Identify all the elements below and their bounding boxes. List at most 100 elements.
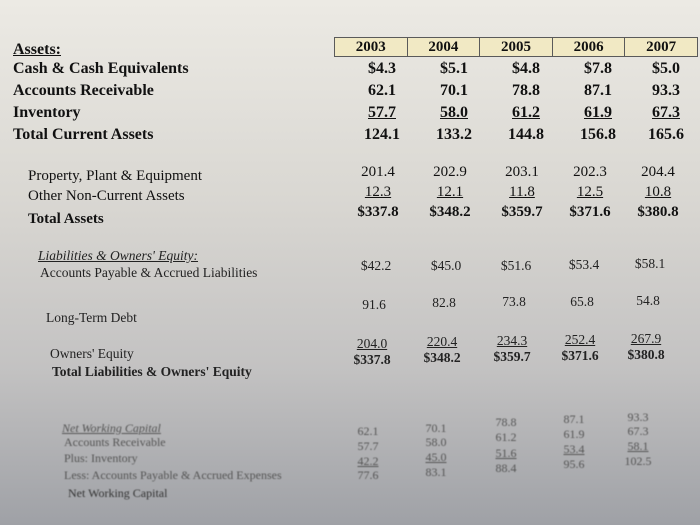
inventory-2003: 57.7: [368, 104, 396, 121]
tca-2007: 165.6: [648, 126, 684, 143]
inventory-2006: 61.9: [584, 104, 612, 121]
oe-2007: 267.9: [630, 331, 662, 346]
nwc-ap-2004: 45.0: [425, 450, 447, 464]
inventory-2004: 58.0: [440, 104, 468, 121]
oe-2004: 220.4: [426, 334, 458, 349]
nwc-ar-2007: 93.3: [627, 410, 649, 424]
ap-2007: $58.1: [634, 256, 666, 271]
tle-2004: $348.2: [423, 350, 461, 365]
nwc-heading: Net Working Capital: [62, 421, 161, 435]
cash-2006: $7.8: [584, 60, 612, 77]
ppe-2004: 202.9: [433, 164, 467, 180]
row-label-nwc-ap: Less: Accounts Payable & Accrued Expense…: [64, 468, 282, 482]
nwc-inv-2003: 57.7: [357, 439, 379, 453]
inventory-2007: 67.3: [652, 104, 680, 121]
tle-2003: $337.8: [353, 352, 391, 367]
nwc-ar-2005: 78.8: [495, 415, 517, 429]
nwc-ar-2003: 62.1: [357, 424, 379, 438]
row-label-nwc-ar: Accounts Receivable: [64, 435, 166, 449]
oth-2003: 12.3: [364, 184, 392, 200]
ta-2003: $337.8: [357, 204, 399, 220]
year-header-2004: 2004: [408, 38, 481, 56]
ar-2006: 87.1: [584, 82, 612, 99]
ltd-2005: 73.8: [502, 294, 526, 309]
ta-2005: $359.7: [501, 204, 543, 220]
ap-2005: $51.6: [500, 258, 532, 273]
oth-2007: 10.8: [644, 184, 672, 200]
row-label-cash: Cash & Cash Equivalents: [13, 60, 189, 77]
nwc-ap-2005: 51.6: [495, 446, 517, 460]
nwc-ar-2006: 87.1: [563, 412, 585, 426]
cash-2003: $4.3: [368, 60, 396, 77]
ap-2004: $45.0: [430, 258, 462, 273]
oth-2005: 11.8: [509, 184, 535, 200]
nwc-ar-2004: 70.1: [425, 421, 447, 435]
year-header-row: 2003 2004 2005 2006 2007: [334, 37, 698, 57]
oth-2006: 12.5: [576, 184, 604, 200]
oe-2005: 234.3: [496, 333, 528, 348]
oe-2006: 252.4: [564, 332, 596, 347]
ar-2007: 93.3: [652, 82, 680, 99]
row-label-ar: Accounts Receivable: [13, 82, 154, 99]
ar-2005: 78.8: [512, 82, 540, 99]
ltd-2006: 65.8: [570, 294, 594, 309]
ppe-2007: 204.4: [641, 164, 675, 180]
nwc-total-2006: 95.6: [563, 457, 585, 471]
inventory-2005: 61.2: [512, 104, 540, 121]
row-label-inventory: Inventory: [13, 104, 81, 121]
tle-2007: $380.8: [627, 347, 665, 362]
row-label-nwc-inventory: Plus: Inventory: [64, 451, 138, 465]
oth-2004: 12.1: [436, 184, 464, 200]
cash-2007: $5.0: [652, 60, 680, 77]
tle-2005: $359.7: [493, 349, 531, 364]
row-label-ppe: Property, Plant & Equipment: [28, 168, 203, 184]
ta-2006: $371.6: [569, 204, 611, 220]
tca-2005: 144.8: [508, 126, 544, 143]
nwc-inv-2004: 58.0: [425, 435, 447, 449]
ppe-2005: 203.1: [505, 164, 539, 180]
nwc-total-2007: 102.5: [624, 454, 652, 468]
assets-heading: Assets:: [13, 41, 61, 58]
ta-2007: $380.8: [637, 204, 679, 220]
row-label-other-noncurrent: Other Non-Current Assets: [28, 188, 185, 204]
row-label-total-liabilities-equity: Total Liabilities & Owners' Equity: [52, 364, 252, 379]
ap-2006: $53.4: [568, 257, 600, 272]
nwc-total-2005: 88.4: [495, 461, 517, 475]
row-label-ltd: Long-Term Debt: [46, 310, 137, 325]
ppe-2003: 201.4: [361, 164, 395, 180]
year-header-2007: 2007: [646, 39, 677, 55]
row-label-owners-equity: Owners' Equity: [50, 346, 134, 361]
ap-2003: $42.2: [360, 258, 392, 273]
year-header-2003: 2003: [335, 38, 408, 56]
year-header-2005: 2005: [480, 38, 553, 56]
row-label-total-assets: Total Assets: [28, 211, 104, 227]
ltd-2003: 91.6: [362, 297, 386, 312]
cash-2004: $5.1: [440, 60, 468, 77]
tle-2006: $371.6: [561, 348, 599, 363]
row-label-total-current-assets: Total Current Assets: [13, 126, 154, 143]
year-header-2006: 2006: [553, 38, 626, 56]
tca-2006: 156.8: [580, 126, 616, 143]
nwc-inv-2006: 61.9: [563, 427, 585, 441]
nwc-total-2004: 83.1: [425, 465, 447, 479]
tca-2004: 133.2: [436, 126, 472, 143]
row-label-nwc-total: Net Working Capital: [68, 486, 168, 500]
ltd-2007: 54.8: [636, 293, 660, 308]
nwc-total-2003: 77.6: [357, 468, 379, 482]
row-label-ap: Accounts Payable & Accrued Liabilities: [40, 265, 258, 280]
ppe-2006: 202.3: [573, 164, 607, 180]
nwc-ap-2003: 42.2: [357, 454, 379, 468]
nwc-ap-2007: 58.1: [627, 439, 649, 453]
tca-2003: 124.1: [364, 126, 400, 143]
ta-2004: $348.2: [429, 204, 471, 220]
ar-2003: 62.1: [368, 82, 396, 99]
nwc-ap-2006: 53.4: [563, 442, 585, 456]
ar-2004: 70.1: [440, 82, 468, 99]
liabilities-heading: Liabilities & Owners' Equity:: [38, 248, 199, 263]
nwc-inv-2005: 61.2: [495, 430, 517, 444]
nwc-inv-2007: 67.3: [627, 424, 649, 438]
cash-2005: $4.8: [512, 60, 540, 77]
ltd-2004: 82.8: [432, 295, 456, 310]
oe-2003: 204.0: [356, 336, 388, 351]
